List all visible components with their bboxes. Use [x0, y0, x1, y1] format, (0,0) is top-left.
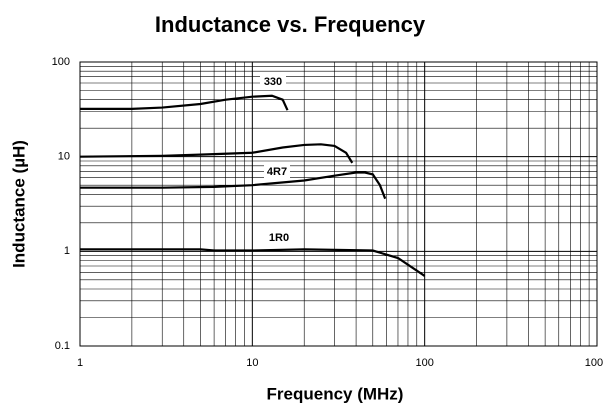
y-tick-label: 100: [52, 56, 70, 68]
label-background: [260, 75, 286, 89]
x-tick-label: 10: [246, 357, 258, 369]
y-tick-label: 1: [64, 245, 70, 257]
y-axis-label: Inductance (µH): [9, 140, 28, 268]
label-background: [264, 165, 290, 179]
series-label: 1R0: [269, 232, 289, 244]
y-tick-label: 0.1: [55, 340, 70, 352]
series-line: [80, 248, 426, 277]
x-tick-label: 1: [77, 357, 83, 369]
chart-title: Inductance vs. Frequency: [155, 12, 426, 37]
y-tick-label: 10: [58, 151, 70, 163]
series-line: [79, 143, 354, 164]
series-label: 4R7: [267, 166, 287, 178]
plot-frame: [79, 61, 598, 347]
series-label: 330: [264, 76, 282, 88]
series-line: [80, 171, 387, 200]
x-axis-label: Frequency (MHz): [267, 384, 404, 403]
label-background: [266, 231, 292, 245]
x-tick-label: 100: [415, 357, 433, 369]
series-line: [80, 94, 289, 111]
